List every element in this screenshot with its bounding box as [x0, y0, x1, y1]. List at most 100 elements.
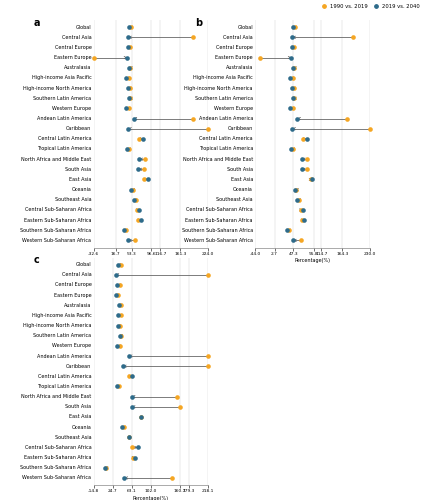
Point — [291, 64, 298, 72]
Text: c: c — [34, 255, 40, 265]
Point — [303, 135, 310, 143]
Point — [124, 145, 131, 153]
Point — [293, 186, 300, 194]
Point — [116, 322, 123, 330]
Point — [126, 145, 133, 153]
Point — [138, 413, 145, 421]
Point — [119, 423, 125, 431]
Point — [112, 271, 119, 279]
Point — [138, 216, 145, 224]
Point — [299, 206, 306, 214]
Point — [128, 444, 135, 452]
Point — [128, 392, 135, 400]
Point — [286, 226, 292, 234]
Point — [113, 382, 120, 390]
Point — [129, 186, 136, 194]
Point — [116, 332, 123, 340]
Point — [284, 226, 291, 234]
Point — [90, 54, 97, 62]
Point — [112, 291, 119, 299]
Point — [140, 176, 147, 184]
Point — [124, 54, 131, 62]
Point — [102, 464, 109, 471]
Point — [289, 124, 296, 132]
Point — [114, 291, 121, 299]
Point — [125, 236, 132, 244]
Point — [125, 124, 132, 132]
Point — [169, 474, 176, 482]
Point — [126, 23, 133, 31]
Point — [101, 464, 108, 471]
Point — [290, 64, 297, 72]
Point — [299, 135, 306, 143]
Point — [136, 206, 143, 214]
Point — [130, 196, 137, 204]
Point — [127, 94, 134, 102]
Text: a: a — [34, 18, 40, 28]
Point — [287, 74, 294, 82]
Point — [256, 54, 263, 62]
Point — [298, 216, 305, 224]
Point — [126, 372, 133, 380]
Point — [125, 352, 132, 360]
Point — [125, 34, 132, 42]
Point — [350, 34, 357, 42]
X-axis label: Percentage(%): Percentage(%) — [133, 258, 169, 264]
Point — [122, 226, 129, 234]
Text: b: b — [196, 18, 202, 28]
Point — [289, 44, 296, 52]
Point — [136, 135, 143, 143]
Point — [126, 94, 133, 102]
Point — [121, 423, 128, 431]
Point — [145, 176, 152, 184]
Point — [113, 281, 120, 289]
Point — [205, 352, 212, 360]
Point — [190, 114, 196, 122]
Point — [366, 124, 373, 132]
Point — [205, 124, 212, 132]
Point — [303, 166, 310, 173]
Point — [288, 145, 295, 153]
X-axis label: Percentage(%): Percentage(%) — [133, 496, 169, 500]
Point — [308, 176, 314, 184]
Point — [297, 206, 304, 214]
Point — [126, 434, 133, 442]
Point — [130, 454, 136, 462]
Point — [291, 44, 298, 52]
Point — [128, 403, 135, 411]
Point — [343, 114, 350, 122]
Point — [127, 64, 134, 72]
Point — [117, 312, 124, 320]
Point — [115, 312, 122, 320]
Point — [292, 23, 299, 31]
Point — [128, 372, 135, 380]
Point — [291, 84, 298, 92]
Point — [116, 281, 123, 289]
Point — [176, 403, 183, 411]
Point — [115, 301, 122, 309]
Point — [298, 166, 305, 173]
Point — [131, 236, 138, 244]
Point — [130, 114, 137, 122]
Point — [117, 260, 124, 268]
Point — [290, 94, 297, 102]
Point — [294, 114, 301, 122]
Point — [125, 44, 132, 52]
Point — [290, 236, 297, 244]
Point — [133, 196, 139, 204]
Point — [128, 23, 135, 31]
Point — [114, 260, 121, 268]
Legend: 1990 vs. 2019, 2019 vs. 2040: 1990 vs. 2019, 2019 vs. 2040 — [318, 4, 420, 10]
Point — [290, 23, 297, 31]
Point — [290, 145, 297, 153]
Point — [290, 74, 297, 82]
Point — [128, 186, 135, 194]
Point — [121, 474, 128, 482]
Point — [118, 332, 125, 340]
Point — [296, 196, 303, 204]
Point — [126, 434, 133, 442]
Point — [288, 54, 295, 62]
Point — [289, 84, 295, 92]
Point — [140, 166, 147, 173]
Point — [309, 176, 316, 184]
